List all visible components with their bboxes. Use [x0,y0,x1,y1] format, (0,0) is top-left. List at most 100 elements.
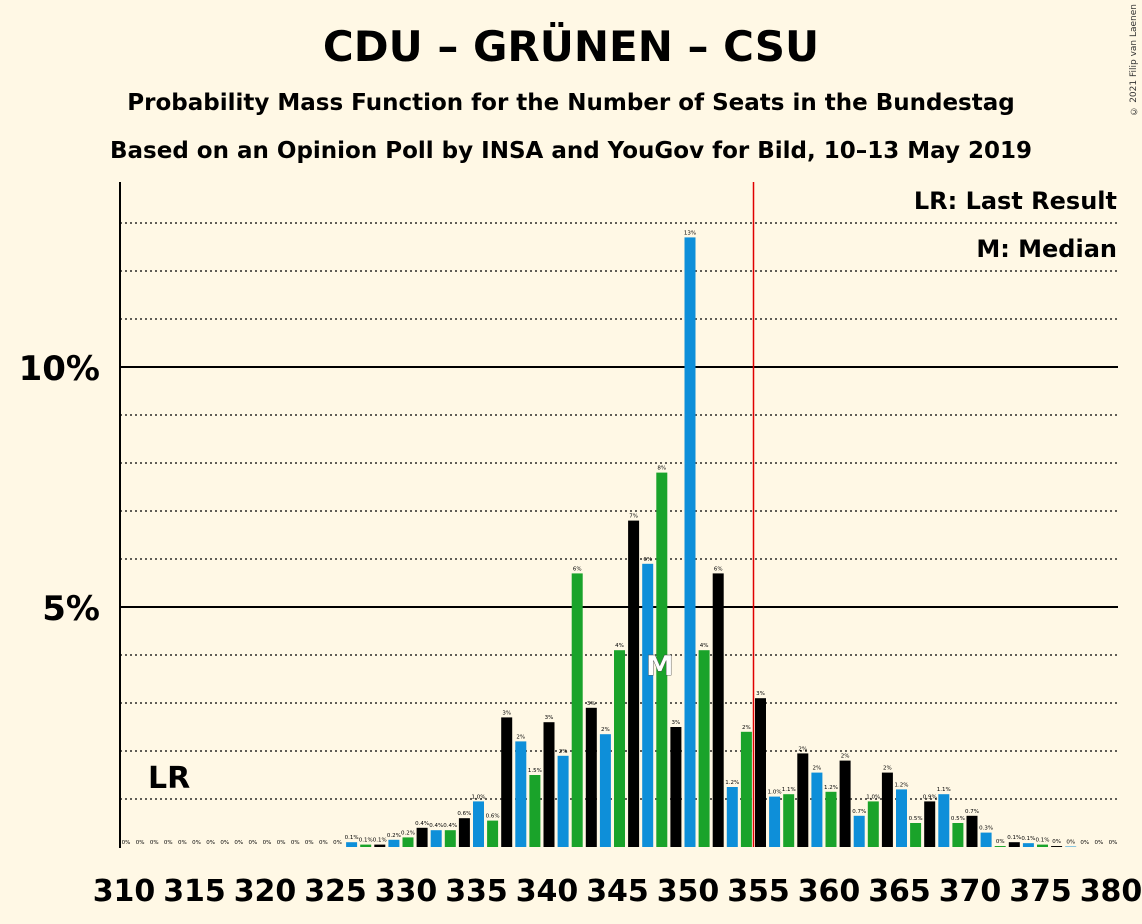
grid-lines: 5% 10% [19,222,1118,800]
bar [755,698,766,847]
bar-value-label: 0% [122,840,131,846]
bar-value-label: 6% [643,557,652,563]
bar [642,563,654,847]
x-tick-label: 340 [516,874,579,909]
bar [726,787,738,847]
bar-value-label: 3% [502,710,511,716]
bar [656,472,668,847]
x-tick-label: 355 [727,874,790,909]
bar [994,846,1006,847]
bar-value-label: 3% [545,715,554,721]
bar-value-label: 0% [150,840,159,846]
x-tick-label: 350 [657,874,720,909]
x-tick-label: 335 [445,874,508,909]
y-tick-label: 5% [42,589,100,629]
bar [839,760,851,847]
bar-value-label: 2% [841,754,850,760]
bar-value-label: 0.4% [429,823,443,829]
bar-value-label: 4% [700,643,709,649]
bar-value-label: 0% [319,840,328,846]
bar [938,794,950,847]
bar-value-label: 0.1% [1007,835,1021,841]
bar-value-label: 0.3% [979,826,993,832]
bar [670,727,682,847]
bar [374,844,386,847]
bar [360,844,372,847]
bar [388,839,400,847]
x-tick-label: 370 [939,874,1002,909]
bar-value-label: 0% [1066,840,1075,846]
x-tick-label: 325 [304,874,367,909]
bar-value-label: 0.2% [401,830,415,836]
bar [797,753,809,847]
bar-value-label: 0.6% [486,814,500,820]
y-tick-label: 10% [19,349,100,389]
bar-value-label: 0% [263,840,272,846]
bar [571,573,583,847]
bar [402,837,414,847]
legend-last-result: LR: Last Result [914,187,1117,215]
x-tick-label: 345 [586,874,649,909]
bar-value-label: 0% [164,840,173,846]
bar-value-label: 2% [813,766,822,772]
x-tick-label: 375 [1009,874,1072,909]
median-marker: M [646,649,674,682]
bar-value-label: 1.2% [725,780,739,786]
bar [896,789,907,847]
bar [346,842,358,847]
x-tick-label: 330 [375,874,438,909]
bar-value-label: 0% [192,840,201,846]
bar-value-label: 2% [742,725,751,731]
bar-value-label: 0% [206,840,215,846]
bar [628,520,640,847]
bar [924,801,936,847]
bar [910,823,922,847]
bar [1008,842,1020,847]
bar-value-label: 0% [305,840,314,846]
x-tick-label: 365 [868,874,931,909]
bar [740,731,752,847]
bar-value-label: 3% [587,701,596,707]
bar-value-label: 0.4% [443,823,457,829]
bar-value-label: 0% [1109,840,1118,846]
bar-value-label: 0.5% [909,816,923,822]
bar-value-label: 0.2% [387,833,401,839]
bar-value-label: 0% [178,840,187,846]
bar [867,801,879,847]
bar-value-label: 1.0% [866,794,880,800]
bar-value-label: 2% [516,734,525,740]
bar-value-label: 0% [234,840,243,846]
bar-value-label: 4% [615,643,624,649]
chart-subtitle: Probability Mass Function for the Number… [127,90,1015,116]
bar-value-label: 0% [1052,839,1061,845]
bar [487,820,499,847]
bar [966,815,978,847]
bar-value-label: 1.2% [824,785,838,791]
bar [501,717,513,847]
bar [853,815,865,847]
bar [599,734,611,847]
bar [1051,846,1063,847]
bar-value-label: 6% [573,566,582,572]
bar-value-label: 0% [291,840,300,846]
bar-value-label: 1.5% [528,768,542,774]
chart-overlay: M LR [148,182,755,847]
x-tick-label: 310 [93,874,156,909]
bar [769,796,781,847]
bar [416,827,428,847]
legend-median: M: Median [976,235,1117,263]
bar-value-label: 0.1% [1036,838,1050,844]
bar-value-label: 2% [798,746,807,752]
bar-value-label: 1.1% [782,787,796,793]
chart-title: CDU – GRÜNEN – CSU [322,22,820,71]
bar [515,741,527,847]
last-result-marker: LR [148,761,190,796]
bar-value-label: 2% [601,727,610,733]
axes: 310 315 320 325 330 335 340 345 350 355 360 365 370 3… [93,182,1142,909]
bar-value-label: 13% [684,230,696,236]
bar-value-label: 3% [756,691,765,697]
bar-value-label: 0.1% [1021,836,1035,842]
bar-value-label: 0% [277,840,286,846]
bar [811,772,823,847]
